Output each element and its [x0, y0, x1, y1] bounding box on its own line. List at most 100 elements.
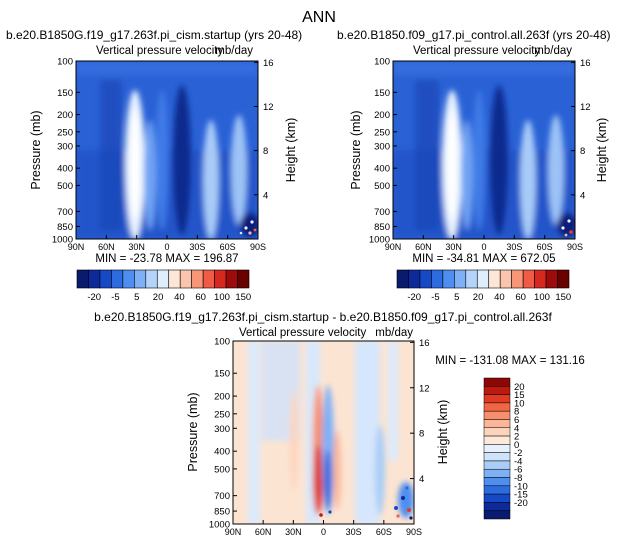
- panel-1-ylabel: Pressure (mb): [29, 110, 43, 189]
- colorbar-box: [134, 269, 147, 289]
- colorbar-box: [545, 269, 558, 289]
- panel-3-feature: [405, 486, 409, 490]
- panel-3-min-max: MIN = -131.08 MAX = 131.16: [435, 355, 585, 367]
- y-tick-label: 700: [57, 207, 73, 218]
- y-tick-label: 850: [214, 507, 230, 518]
- y-tick-label: 250: [374, 127, 390, 138]
- colorbar-box: [442, 269, 455, 289]
- panel-2: b.e20.B1850.f09_g17.pi_control.all.263f …: [337, 28, 611, 303]
- y-tick-label: 1000: [209, 520, 230, 531]
- colorbar-label: 5: [454, 292, 459, 303]
- panel-1-feature: [253, 228, 257, 232]
- panel-1-feature: [240, 213, 258, 237]
- x-tick-label: 30S: [346, 527, 362, 537]
- panel-1-feature: [239, 231, 243, 235]
- colorbar-box: [483, 435, 511, 445]
- panel-2-subtitle-right: mb/day: [534, 45, 572, 57]
- x-tick-label: 30S: [189, 242, 205, 252]
- y-tick-label: 400: [57, 164, 73, 175]
- colorbar-label: -20: [87, 292, 101, 303]
- panel-3-subtitle-right: mb/day: [375, 327, 413, 339]
- colorbar-box: [454, 269, 467, 289]
- colorbar-box: [483, 419, 511, 429]
- height-tick-label: 8: [580, 146, 585, 157]
- panel-1-feature: [173, 85, 191, 235]
- colorbar-box: [225, 269, 238, 289]
- x-tick-label: 60S: [537, 242, 553, 252]
- panel-1-subtitle-left: Vertical pressure velocity: [96, 45, 223, 57]
- y-tick-label: 850: [57, 222, 73, 233]
- colorbar-label: -15: [514, 490, 528, 501]
- height-tick-label: 12: [580, 102, 591, 113]
- panel-1-min-max: MIN = -23.78 MAX = 196.87: [95, 253, 238, 265]
- x-tick-label: 60N: [415, 242, 432, 252]
- panel-3-feature: [248, 341, 260, 524]
- x-tick-label: 30N: [285, 527, 302, 537]
- x-tick-label: 60N: [98, 242, 115, 252]
- colorbar-label: 15: [514, 390, 525, 401]
- colorbar-box: [202, 269, 215, 289]
- height-tick-label: 4: [263, 190, 268, 201]
- panel-1-heatmap: [76, 61, 258, 239]
- colorbar-label: 150: [235, 292, 251, 303]
- height-tick-label: 8: [419, 429, 424, 440]
- height-tick-label: 16: [580, 58, 591, 69]
- panel-3-feature: [313, 445, 323, 515]
- panel-1-feature: [76, 61, 258, 75]
- colorbar-label: -5: [431, 292, 439, 303]
- height-tick-label: 8: [263, 146, 268, 157]
- colorbar-label: 0: [514, 440, 519, 451]
- colorbar-label: -6: [514, 465, 522, 476]
- colorbar-label: -2: [514, 448, 522, 459]
- panel-3-feature: [396, 514, 400, 518]
- y-tick-label: 200: [214, 392, 230, 403]
- colorbar-label: 6: [514, 415, 519, 426]
- colorbar-box: [419, 269, 432, 289]
- y-tick-label: 500: [57, 181, 73, 192]
- y-tick-label: 150: [214, 369, 230, 380]
- panel-1-subtitle-right: mb/day: [215, 45, 253, 57]
- colorbar-label: 8: [514, 407, 519, 418]
- y-tick-label: 400: [214, 447, 230, 458]
- panel-3-feature: [375, 425, 385, 515]
- figure-title: ANN: [302, 9, 336, 26]
- height-tick-label: 16: [263, 58, 274, 69]
- panel-2-ylabel: Pressure (mb): [349, 110, 363, 189]
- panel-2-feature: [490, 85, 508, 235]
- x-tick-label: 0: [164, 242, 169, 252]
- colorbar-label: 10: [514, 398, 525, 409]
- panel-3-heatmap: [233, 341, 414, 524]
- height-tick-label: 12: [419, 383, 430, 394]
- colorbar-box: [465, 269, 478, 289]
- panel-3-feature: [290, 390, 298, 490]
- colorbar-box: [214, 269, 227, 289]
- panel-3-title: b.e20.B1850G.f19_g17.263f.pi_cism.startu…: [94, 310, 552, 324]
- colorbar-box: [483, 394, 511, 404]
- colorbar-label: 60: [195, 292, 206, 303]
- panel-1-feature: [203, 120, 219, 239]
- colorbar-box: [483, 444, 511, 453]
- panel-2-ylabel-right: Height (km): [595, 118, 609, 183]
- panel-1-feature: [100, 80, 122, 230]
- panel-2-feature: [520, 120, 536, 239]
- colorbar-box: [396, 269, 409, 289]
- y-tick-label: 1000: [52, 235, 73, 246]
- colorbar-label: -20: [407, 292, 421, 303]
- colorbar-box: [511, 269, 524, 289]
- colorbar-box: [483, 493, 511, 503]
- x-tick-label: 60S: [220, 242, 236, 252]
- panel-2-feature: [473, 90, 485, 230]
- y-tick-label: 400: [374, 164, 390, 175]
- colorbar-box: [488, 269, 501, 289]
- colorbar-label: -8: [514, 473, 522, 484]
- x-tick-label: 90S: [406, 527, 422, 537]
- colorbar-box: [483, 477, 511, 487]
- y-tick-label: 300: [214, 424, 230, 435]
- colorbar-box: [483, 386, 511, 395]
- panel-3-feature: [407, 508, 411, 512]
- colorbar-box: [483, 468, 511, 478]
- colorbar-label: 40: [494, 292, 505, 303]
